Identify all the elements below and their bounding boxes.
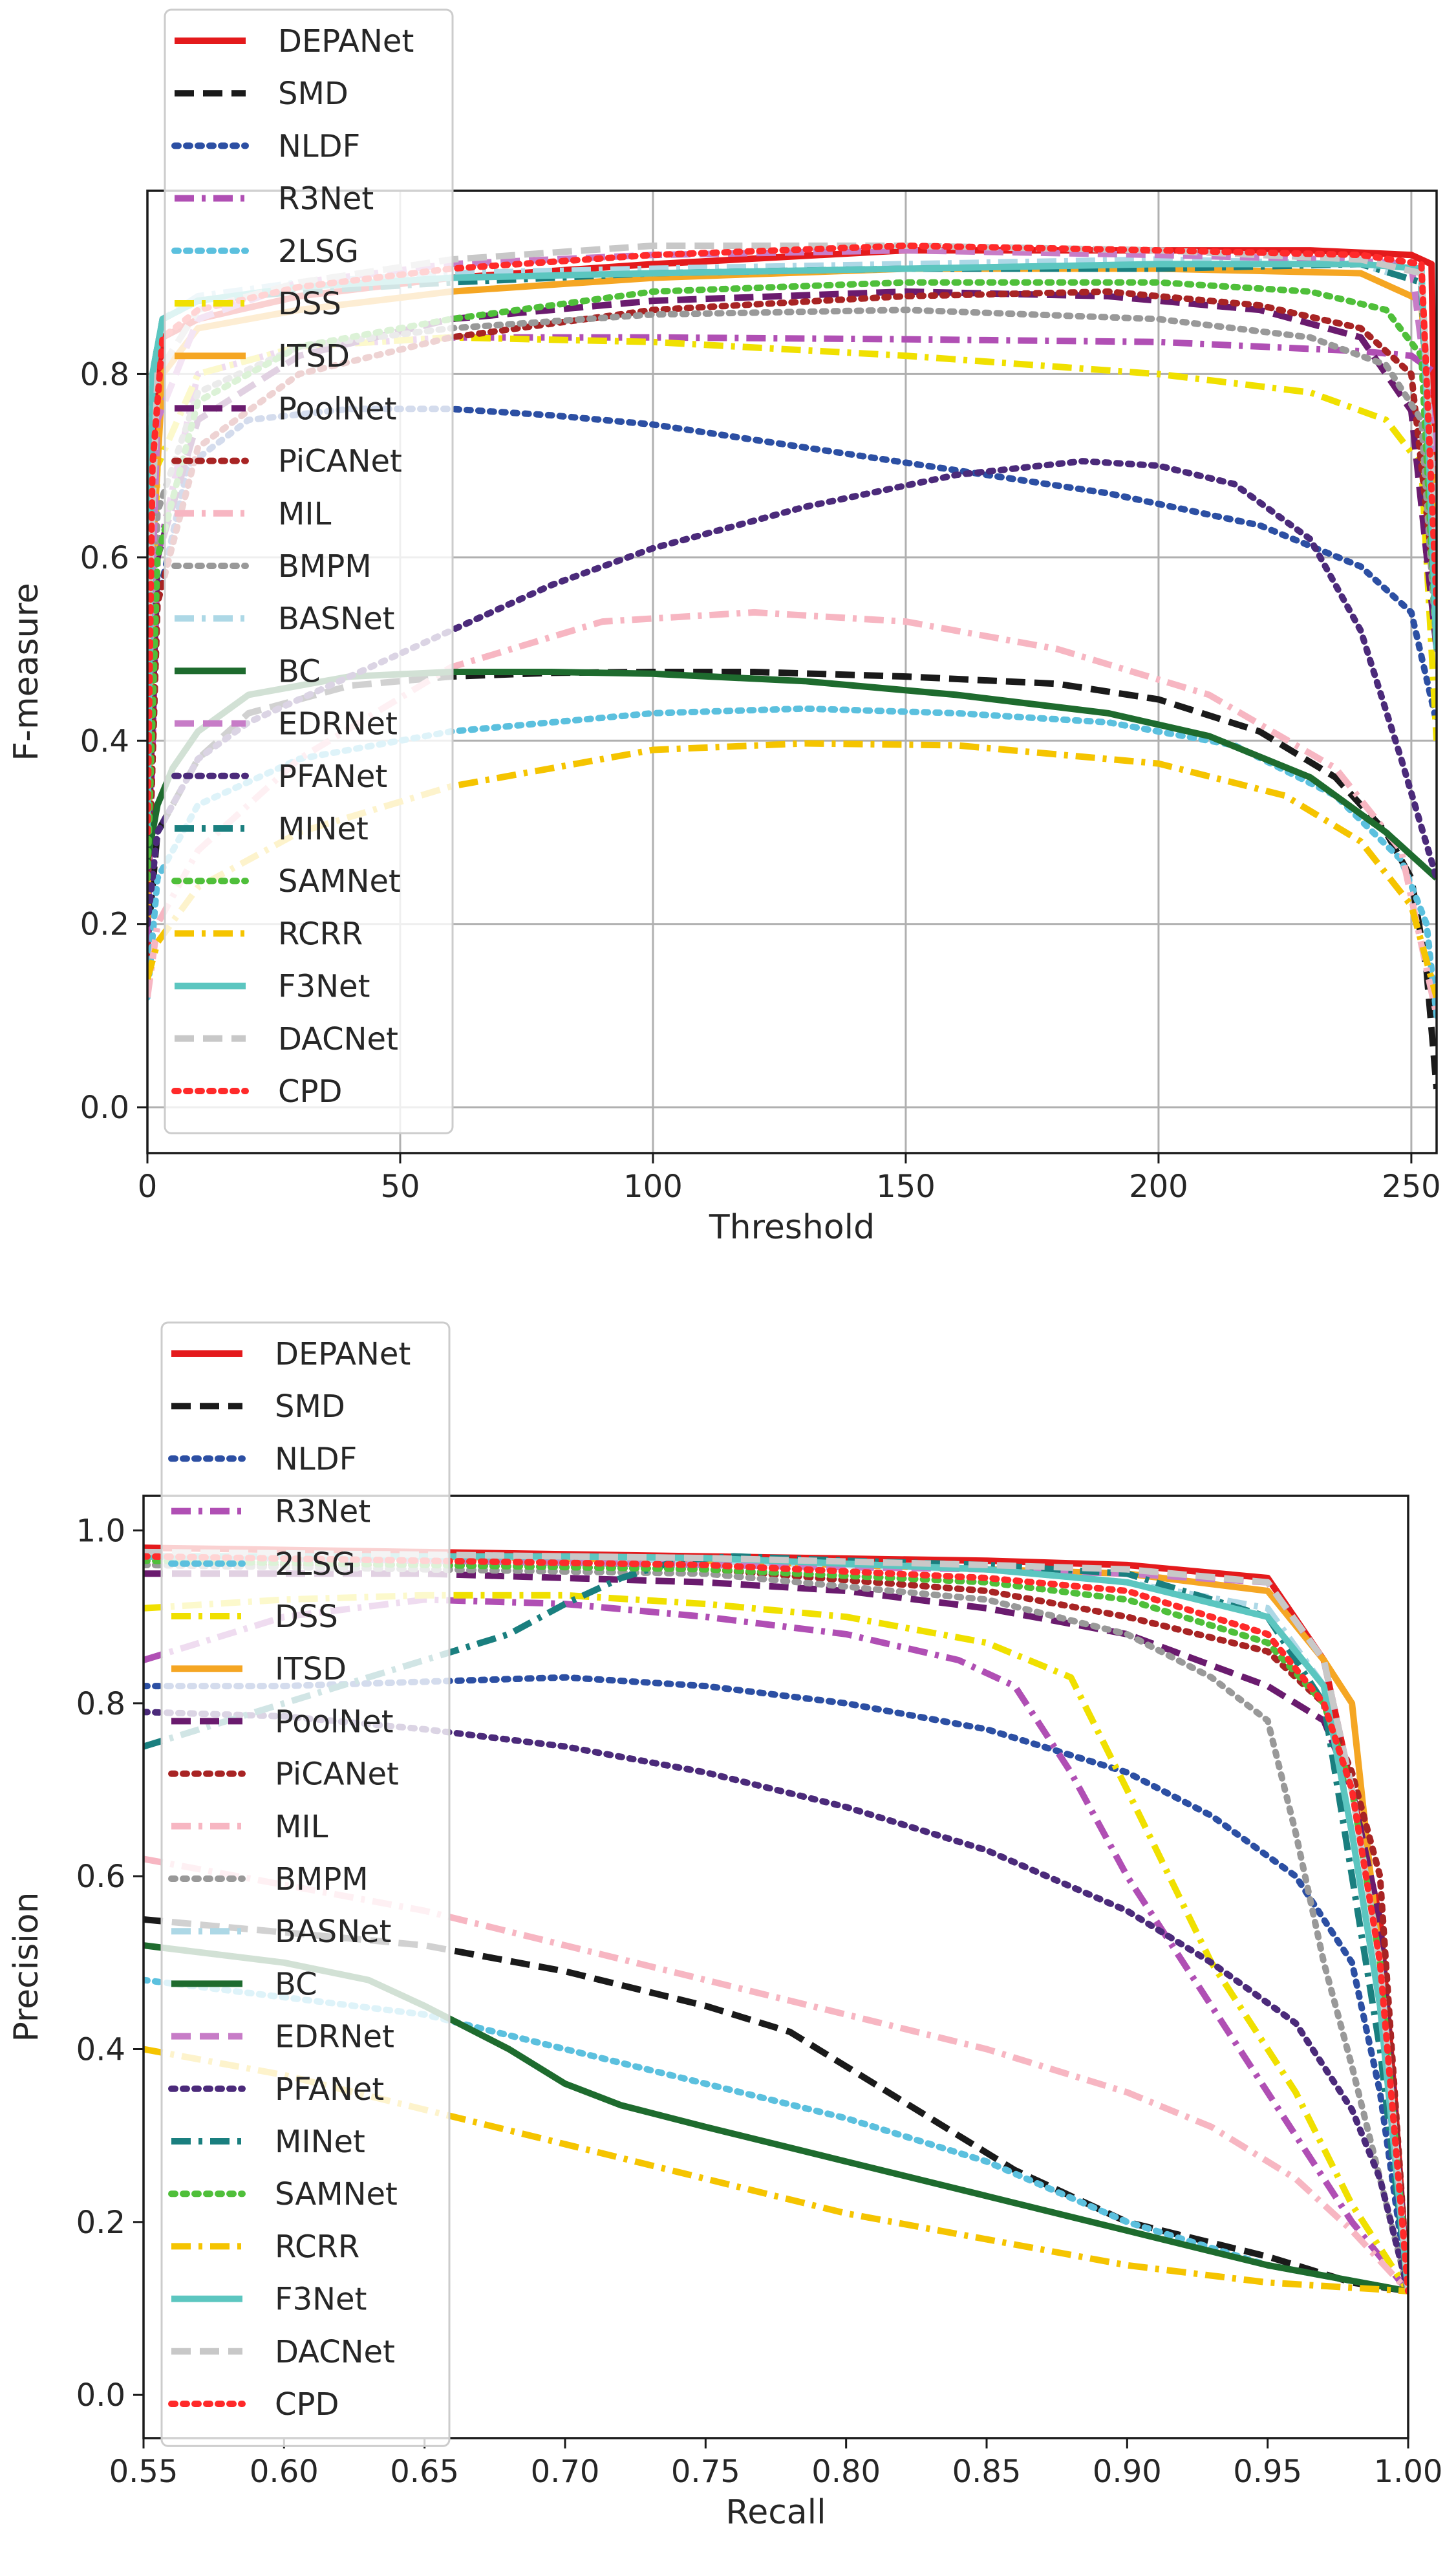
series-samnet-line <box>144 1557 1408 2295</box>
series-cpd-line <box>147 243 1437 836</box>
legend-label: MINet <box>278 811 369 847</box>
legend-label: ITSD <box>278 338 350 374</box>
series-rcrr-line <box>144 2046 1408 2295</box>
y-tick-label: 0.6 <box>76 1859 125 1895</box>
y-tick-label: 0.6 <box>80 540 129 576</box>
legend-label: NLDF <box>275 1441 357 1477</box>
legend-label: PiCANet <box>275 1756 399 1793</box>
legend-label: 2LSG <box>275 1546 356 1583</box>
series-f3net-line <box>147 261 1437 833</box>
legend-label: R3Net <box>275 1494 370 1530</box>
legend-label: PFANet <box>278 759 387 795</box>
legend-label: SAMNet <box>278 863 401 900</box>
series-itsd-line <box>147 265 1437 924</box>
x-tick-label: 0.80 <box>811 2454 881 2490</box>
y-tick-label: 0.8 <box>76 1686 125 1722</box>
legend-label: BC <box>275 1966 317 2002</box>
plot-frame <box>142 1495 1409 2439</box>
legend-label: PFANet <box>275 2071 384 2108</box>
y-tick-label: 0.2 <box>76 2205 125 2241</box>
x-tick-label: 0.90 <box>1093 2454 1162 2490</box>
x-tick-label: 0.55 <box>109 2454 178 2490</box>
legend-label: DSS <box>278 286 341 322</box>
legend-label: BASNet <box>275 1914 392 1950</box>
legend-label: PoolNet <box>275 1703 394 1740</box>
legend-label: PoolNet <box>278 391 397 427</box>
legend-label: ITSD <box>275 1651 347 1687</box>
x-tick-label: 0.75 <box>671 2454 740 2490</box>
x-axis-label: Recall <box>725 2493 826 2532</box>
legend-label: DSS <box>275 1599 338 1635</box>
legend-label: DEPANet <box>278 23 414 59</box>
x-tick-label: 150 <box>876 1169 936 1205</box>
x-tick-label: 250 <box>1382 1169 1441 1205</box>
chart-1: 0 50 100 150 200 250 0.0 0.2 0.4 0.6 0.8 Threshold F… <box>7 8 1441 1247</box>
legend-label: BMPM <box>275 1861 369 1897</box>
y-axis-label: F-measure <box>7 583 46 761</box>
legend-label: PiCANet <box>278 444 402 480</box>
y-axis-label: Precision <box>7 1892 46 2042</box>
y-tick-label: 0.4 <box>80 723 129 759</box>
legend-label: DEPANet <box>275 1336 411 1372</box>
x-tick-label: 0.60 <box>250 2454 319 2490</box>
y-tick-label: 0.4 <box>76 2031 125 2068</box>
legend-label: MIL <box>278 496 332 532</box>
legend-box <box>160 1321 451 2447</box>
x-tick-label: 200 <box>1129 1169 1188 1205</box>
legend-label: DACNet <box>278 1021 398 1057</box>
legend-box <box>164 8 454 1134</box>
series-pfanet-line <box>147 458 1437 927</box>
legend-label: SAMNet <box>275 2176 398 2212</box>
legend: DEPANet SMD NLDF R3Net 2LSG DSS ITSD PoolNet PiC… <box>164 8 454 1134</box>
legend-label: CPD <box>275 2386 339 2423</box>
legend-label: SMD <box>278 76 348 112</box>
y-tick-label: 0.0 <box>80 1090 129 1126</box>
legend-label: BASNet <box>278 601 395 637</box>
legend-label: BMPM <box>278 548 372 585</box>
plot-frame <box>146 189 1438 1154</box>
y-tick-label: 1.0 <box>76 1513 125 1549</box>
legend-label: BC <box>278 653 321 689</box>
legend-label: 2LSG <box>278 233 359 270</box>
x-tick-label: 0.85 <box>952 2454 1022 2490</box>
x-tick-label: 0.70 <box>531 2454 600 2490</box>
legend-label: R3Net <box>278 181 374 217</box>
legend: DEPANet SMD NLDF R3Net 2LSG DSS ITSD PoolNet PiC… <box>160 1321 451 2447</box>
legend-label: RCRR <box>275 2229 359 2265</box>
legend-label: F3Net <box>275 2282 367 2318</box>
y-tick-label: 0.2 <box>80 907 129 943</box>
legend-label: EDRNet <box>278 706 398 742</box>
x-tick-label: 0.65 <box>390 2454 459 2490</box>
x-tick-label: 0.95 <box>1233 2454 1302 2490</box>
legend-label: RCRR <box>278 916 363 952</box>
x-tick-label: 1.00 <box>1374 2454 1443 2490</box>
x-tick-label: 50 <box>380 1169 420 1205</box>
y-tick-label: 0.8 <box>80 356 129 393</box>
legend-label: SMD <box>275 1388 345 1425</box>
series-smd-line <box>144 1916 1408 2295</box>
legend-label: EDRNet <box>275 2019 394 2055</box>
legend-label: MINet <box>275 2124 365 2160</box>
legend-label: MIL <box>275 1809 328 1845</box>
legend-label: CPD <box>278 1074 342 1110</box>
legend-label: NLDF <box>278 128 360 164</box>
series-cpd-line <box>144 1553 1408 2295</box>
legend-label: DACNet <box>275 2334 395 2370</box>
series-minet-line <box>144 1553 1408 2292</box>
x-tick-label: 0 <box>138 1169 158 1205</box>
x-tick-label: 100 <box>623 1169 683 1205</box>
chart-2: 0.55 0.60 0.65 0.70 0.75 0.80 0.85 0.90 0.95 1.00… <box>7 1321 1443 2532</box>
legend-label: F3Net <box>278 969 370 1005</box>
series-bmpm-line <box>144 1561 1408 2295</box>
y-tick-label: 0.0 <box>76 2377 125 2414</box>
x-axis-label: Threshold <box>709 1208 875 1247</box>
